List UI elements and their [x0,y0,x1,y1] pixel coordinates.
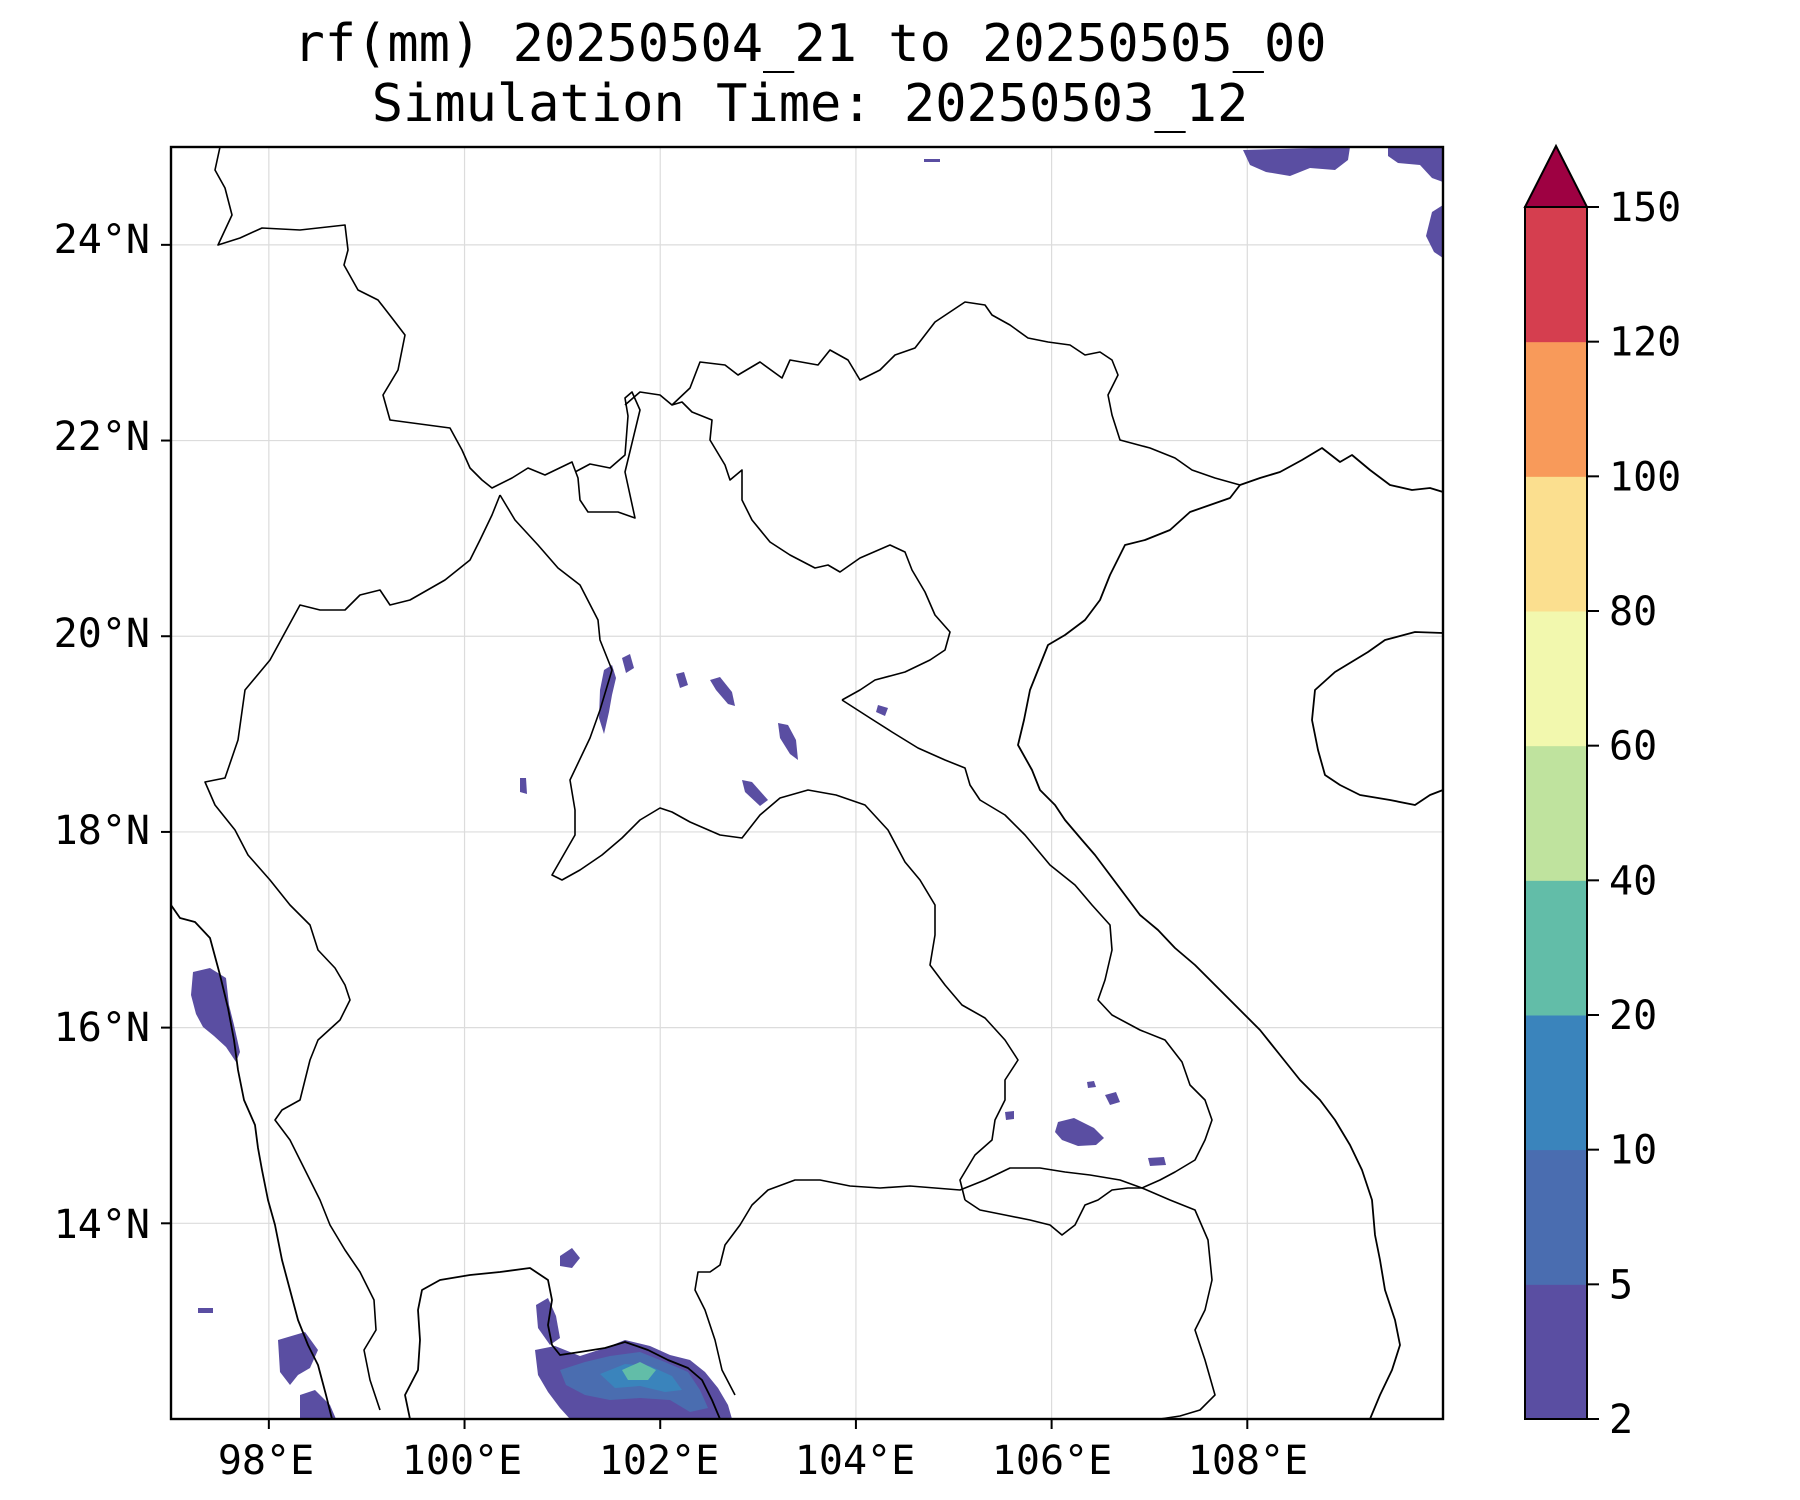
colorbar-segment-60-80 [1525,611,1587,747]
rain-patch-south-laos-5 [1148,1157,1166,1166]
map-frame [169,145,1445,1421]
coast-hainan [1311,631,1443,806]
lon-tick-98: 98°E [218,1438,314,1484]
gridlines [171,147,1443,1419]
lat-tick-24: 24°N [54,217,150,263]
rain-patch-laos-7 [676,672,688,688]
rain-patch-west-4 [300,1390,336,1419]
rain-patch-south-laos-3 [1087,1081,1096,1088]
lon-tick-104: 104°E [795,1438,915,1484]
lat-tick-16: 16°N [54,1005,150,1051]
lat-tick-22: 22°N [54,414,150,460]
rain-patch-laos-3 [710,677,735,706]
colorbar-segment-40-60 [1525,745,1587,881]
colorbar-label-60: 60 [1609,724,1657,770]
colorbar-label-150: 150 [1609,185,1681,231]
rain-patch-gulf-1 [560,1248,580,1268]
lon-tick-106: 106°E [992,1438,1112,1484]
colorbar-segment-20-40 [1525,880,1587,1016]
border-china-laos-vietnam [624,391,951,701]
rain-patch-laos-5 [742,780,768,806]
rain-patch-top-right-3 [1426,205,1443,258]
border-laos-thailand [499,494,1019,1201]
colorbar-segment-2-5 [1525,1284,1587,1420]
colorbar-extend-arrow [1523,143,1589,208]
colorbar-segment-120-150 [1525,207,1587,343]
rain-patch-south-laos-2 [1105,1092,1120,1105]
colorbar-label-2: 2 [1609,1397,1633,1443]
colorbar-label-5: 5 [1609,1262,1633,1308]
border-laos-vietnam [841,699,1213,1189]
precipitation-field [191,147,1443,1419]
border-china-vietnam-north [671,301,1241,486]
map-background [171,147,1443,1419]
title-line-2: Simulation Time: 20250503_12 [372,74,1249,134]
rain-patch-west-1 [191,968,240,1062]
colorbar-label-80: 80 [1609,589,1657,635]
rain-patch-west-2 [198,1308,213,1313]
lat-tick-labels: 24°N 22°N 20°N 18°N 16°N 14°N [54,217,150,1248]
coast-gulf-thailand [404,1267,721,1419]
coast-myanmar-west [171,904,333,1419]
border-myanmar-thailand [204,494,501,1411]
lon-tick-102: 102°E [599,1438,719,1484]
lat-tick-14: 14°N [54,1202,150,1248]
colorbar-frame [1524,206,1588,1420]
rain-patch-laos-2 [622,654,634,673]
border-cambodia-laos-south [964,1187,1142,1236]
lon-tick-108: 108°E [1188,1438,1308,1484]
border-myanmar-china [214,147,641,519]
rain-patch-top-dot [924,159,940,162]
axis-ticks [161,243,1249,1429]
rain-patch-gulf-level4 [622,1362,656,1380]
colorbar: 2 5 10 20 40 60 80 100 120 150 [1523,143,1681,1443]
colorbar-label-10: 10 [1609,1128,1657,1174]
colorbar-label-100: 100 [1609,454,1681,500]
colorbar-label-120: 120 [1609,320,1681,366]
rain-patch-south-laos-4 [1005,1111,1014,1120]
colorbar-segment-80-100 [1525,476,1587,612]
rain-patch-laos-4 [778,723,798,760]
border-thailand-cambodia [694,1167,1143,1396]
lat-tick-20: 20°N [54,611,150,657]
colorbar-label-20: 20 [1609,993,1657,1039]
title-line-1: rf(mm) 20250504_21 to 20250505_00 [293,14,1326,74]
rain-patch-top-right-2 [1388,147,1443,182]
colorbar-segment-5-10 [1525,1149,1587,1285]
lat-tick-18: 18°N [54,808,150,854]
rain-patch-south-laos-1 [1055,1118,1104,1146]
rain-patch-top-right-1 [1243,147,1350,176]
colorbar-segment-10-20 [1525,1015,1587,1151]
border-cambodia-vietnam [1141,1187,1216,1419]
coastlines-and-borders [171,147,1443,1419]
coast-china-south [1239,447,1443,493]
coast-gulf-tonkin [1017,484,1401,1419]
rain-patch-laos-1 [599,665,616,734]
lon-tick-100: 100°E [402,1438,522,1484]
map-panel [161,145,1445,1429]
colorbar-segment-100-120 [1525,341,1587,477]
rain-patch-laos-6 [520,778,527,794]
rain-patch-laos-8 [876,705,888,716]
colorbar-label-40: 40 [1609,858,1657,904]
lon-tick-labels: 98°E 100°E 102°E 104°E 106°E 108°E [218,1438,1308,1484]
